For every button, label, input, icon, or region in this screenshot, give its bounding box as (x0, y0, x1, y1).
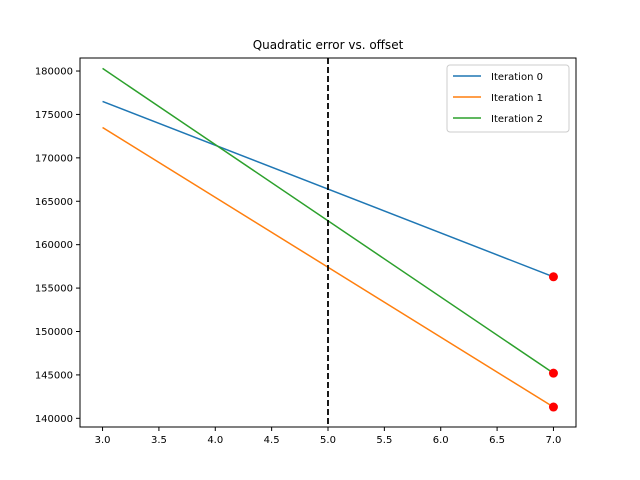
legend-box (446, 64, 570, 133)
y-tick-label: 165000 (35, 197, 73, 208)
x-tick-label: 6.5 (489, 435, 505, 446)
x-tick-label: 7.0 (546, 435, 562, 446)
y-tick-label: 155000 (35, 284, 73, 295)
y-tick-label: 170000 (35, 153, 73, 164)
chart-title: Quadratic error vs. offset (253, 38, 404, 52)
marker-point-0 (548, 272, 558, 282)
x-tick-label: 4.5 (264, 435, 280, 446)
x-tick-label: 4.0 (207, 435, 223, 446)
x-tick-label: 5.0 (320, 435, 336, 446)
legend-label-0: Iteration 0 (491, 72, 543, 83)
x-tick-label: 3.0 (95, 435, 111, 446)
y-tick-label: 150000 (35, 327, 73, 338)
x-tick-label: 3.5 (151, 435, 167, 446)
x-tick-label: 6.0 (433, 435, 449, 446)
legend-label-1: Iteration 1 (491, 93, 543, 104)
ticks-layer: 3.0 3.5 4.0 4.5 5.0 5.5 6.0 6.5 7.0 140000 145000 1… (35, 67, 562, 446)
y-tick-label: 175000 (35, 110, 73, 121)
marker-point-1 (548, 368, 558, 378)
y-tick-label: 145000 (35, 370, 73, 381)
legend-label-2: Iteration 2 (491, 114, 543, 125)
marker-point-2 (548, 402, 558, 412)
legend: Iteration 0 Iteration 1 Iteration 2 (446, 64, 570, 133)
x-tick-label: 5.5 (376, 435, 392, 446)
y-tick-label: 140000 (35, 414, 73, 425)
y-tick-label: 160000 (35, 240, 73, 251)
y-tick-label: 180000 (35, 67, 73, 78)
plot-layer (102, 58, 558, 427)
